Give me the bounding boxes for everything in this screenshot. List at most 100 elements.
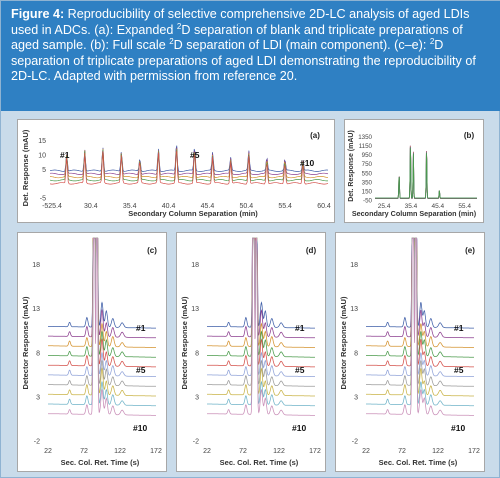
chart-c-series-line — [48, 237, 156, 329]
chart-d-series-line — [207, 237, 315, 339]
caption-text-1: Reproducibility of selective comprehensi… — [11, 7, 470, 37]
chart-a-xtick-label: 60.4 — [317, 203, 331, 210]
chart-c-svg: Detector Response (mAU) (c) Sec. Col. Re… — [21, 237, 162, 467]
chart-c-xlabel: Sec. Col. Ret. Time (s) — [61, 458, 140, 467]
chart-d-ylabel: Detector Response (mAU) — [180, 296, 189, 389]
chart-c-ytick-label: -2 — [34, 439, 40, 446]
caption-superscript-2: 2 — [169, 37, 174, 46]
chart-b-ytick-label: 750 — [362, 161, 373, 168]
chart-d-ytick-label: 3 — [195, 394, 199, 401]
chart-d-series-line — [207, 237, 315, 329]
chart-a-xtick-label: 55.4 — [278, 203, 292, 210]
chart-a-ytick-label: -5 — [40, 196, 46, 203]
chart-panel-c: Detector Response (mAU) (c) Sec. Col. Re… — [17, 232, 167, 472]
chart-b-xtick-label: 35.4 — [405, 203, 418, 210]
chart-c-ytick-label: 3 — [36, 394, 40, 401]
chart-e-series-line — [366, 237, 474, 339]
chart-a-series-line — [49, 150, 329, 185]
chart-d-xlabel: Sec. Col. Ret. Time (s) — [220, 458, 299, 467]
chart-c-ytick-label: 13 — [32, 306, 40, 313]
chart-c-annotation-1: #1 — [136, 323, 146, 333]
chart-panel-d: Detector Response (mAU) (d) Sec. Col. Re… — [176, 232, 326, 472]
chart-c-xtick-label: 122 — [114, 448, 126, 455]
chart-d-xtick-label: 172 — [309, 448, 321, 455]
chart-c-ytick-label: 8 — [36, 350, 40, 357]
chart-e-panel-label: (e) — [465, 246, 475, 255]
chart-c-panel-label: (c) — [147, 246, 157, 255]
chart-d-ytick-label: 18 — [191, 262, 199, 269]
chart-c-series-line — [48, 237, 156, 387]
chart-b-xtick-label: 55.4 — [458, 203, 471, 210]
caption-superscript-3: 2 — [429, 37, 435, 46]
chart-c-xticks: 22 72 122 172 — [44, 448, 162, 455]
chart-e-xtick-label: 122 — [432, 448, 444, 455]
chart-a-xtick-label: 30.4 — [84, 203, 98, 210]
chart-c-ylabel: Detector Response (mAU) — [21, 296, 30, 389]
chart-c-xtick-label: 22 — [44, 448, 52, 455]
chart-a-ytick-label: 15 — [38, 138, 46, 145]
chart-e-series-line — [366, 237, 474, 368]
chart-d-xtick-label: 22 — [203, 448, 211, 455]
chart-a-annotation-1: #1 — [60, 150, 70, 160]
caption-superscript-1: 2 — [176, 21, 182, 31]
chart-b-series-line — [375, 148, 477, 199]
chart-e-ytick-label: 18 — [350, 262, 358, 269]
chart-e-xlabel: Sec. Col. Ret. Time (s) — [379, 458, 458, 467]
chart-c-series-line — [48, 237, 156, 368]
chart-a-series-line — [49, 145, 329, 172]
chart-b-xticks: 25.4 35.4 45.4 55.4 — [378, 203, 472, 210]
chart-e-annotation-1: #1 — [454, 323, 464, 333]
chart-e-xtick-label: 172 — [468, 448, 480, 455]
chart-c-xtick-label: 172 — [150, 448, 162, 455]
chart-b-ytick-label: 950 — [362, 152, 373, 159]
chart-e-series-line — [366, 237, 474, 397]
chart-a-xtick-label: 45.4 — [201, 203, 215, 210]
chart-a-xlabel: Secondary Column Separation (min) — [128, 209, 258, 218]
chart-d-ytick-label: 13 — [191, 306, 199, 313]
chart-b-ylabel: Det. Response (mAU) — [348, 130, 355, 202]
chart-d-traces — [207, 237, 315, 416]
chart-a-ylabel: Det. Response (mAU) — [21, 129, 30, 206]
chart-d-annotation-10: #10 — [292, 423, 306, 433]
chart-d-annotation-5: #5 — [295, 365, 305, 375]
chart-panel-b: Det. Response (mAU) (b) Secondary Column… — [344, 119, 484, 223]
chart-a-xtick-label: -525.4 — [42, 203, 62, 210]
chart-b-ytick-label: 150 — [362, 188, 373, 195]
chart-a-annotation-10: #10 — [300, 158, 314, 168]
chart-e-xticks: 22 72 122 172 — [362, 448, 480, 455]
chart-d-ytick-label: 8 — [195, 350, 199, 357]
chart-c-yticks: -2 3 8 13 18 — [32, 262, 40, 445]
chart-e-yticks: -2 3 8 13 18 — [350, 262, 358, 445]
chart-a-xtick-label: 40.4 — [162, 203, 176, 210]
chart-b-traces — [375, 145, 477, 200]
chart-a-traces — [49, 145, 329, 185]
chart-d-yticks: -2 3 8 13 18 — [191, 262, 199, 445]
chart-a-panel-label: (a) — [310, 131, 320, 140]
chart-e-series-line — [366, 237, 474, 387]
chart-c-series-line — [48, 237, 156, 358]
chart-b-xtick-label: 45.4 — [431, 203, 444, 210]
chart-e-svg: Detector Response (mAU) (e) Sec. Col. Re… — [339, 237, 480, 467]
chart-e-series-line — [366, 237, 474, 377]
chart-d-series-line — [207, 237, 315, 407]
chart-d-series-line — [207, 237, 315, 397]
chart-d-xticks: 22 72 122 172 — [203, 448, 321, 455]
caption-text-4: D separation of triplicate preparations … — [11, 38, 476, 83]
chart-e-series-line — [366, 237, 474, 358]
chart-d-xtick-label: 122 — [273, 448, 285, 455]
chart-panel-e: Detector Response (mAU) (e) Sec. Col. Re… — [335, 232, 485, 472]
caption-text-3: D separation of LDI (main component). (c… — [173, 38, 430, 52]
chart-b-ytick-label: 550 — [362, 170, 373, 177]
chart-c-annotation-5: #5 — [136, 365, 146, 375]
chart-e-ylabel: Detector Response (mAU) — [339, 296, 348, 389]
chart-e-xtick-label: 72 — [398, 448, 406, 455]
chart-a-series-line — [49, 148, 329, 179]
chart-d-xtick-label: 72 — [239, 448, 247, 455]
chart-e-ytick-label: 13 — [350, 306, 358, 313]
chart-d-ytick-label: -2 — [193, 439, 199, 446]
chart-b-ytick-label: 1350 — [358, 134, 372, 141]
chart-a-xtick-label: 50.4 — [239, 203, 253, 210]
chart-b-ytick-label: 350 — [362, 179, 373, 186]
chart-d-series-line — [207, 237, 315, 387]
